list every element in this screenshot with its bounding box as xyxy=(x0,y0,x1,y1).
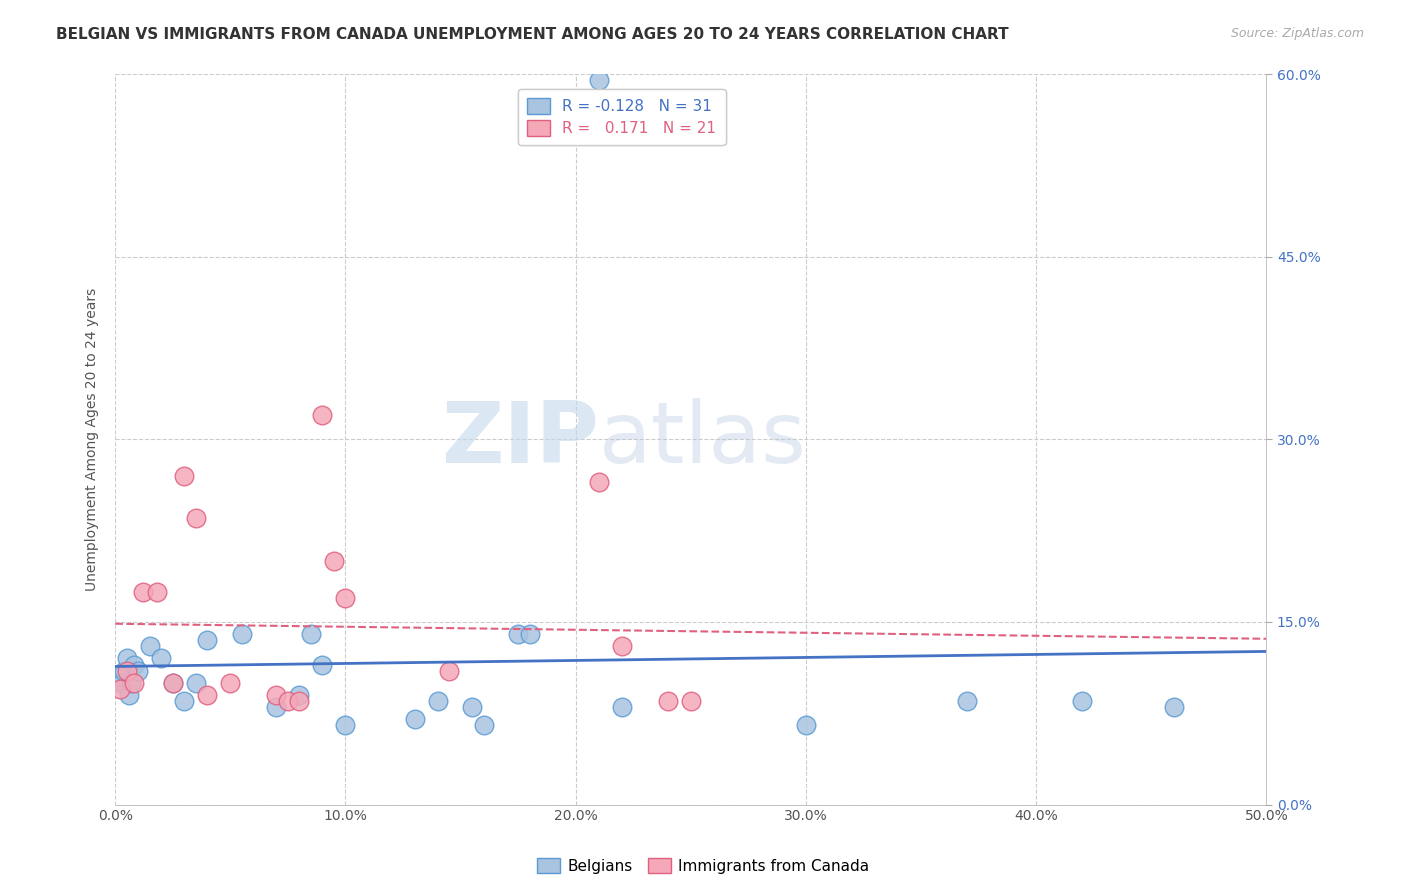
Point xyxy=(956,694,979,708)
Point xyxy=(266,700,288,714)
Point xyxy=(115,664,138,678)
Point xyxy=(231,627,253,641)
Point xyxy=(323,554,346,568)
Point xyxy=(1163,700,1185,714)
Point xyxy=(219,676,242,690)
Text: ZIP: ZIP xyxy=(441,398,599,481)
Point xyxy=(461,700,484,714)
Point xyxy=(111,676,134,690)
Point xyxy=(794,718,817,732)
Point xyxy=(588,73,610,87)
Point xyxy=(115,651,138,665)
Point xyxy=(195,633,218,648)
Point xyxy=(120,676,142,690)
Point xyxy=(118,688,141,702)
Point xyxy=(311,657,333,672)
Point xyxy=(519,627,541,641)
Point xyxy=(114,664,136,678)
Point xyxy=(266,688,288,702)
Point xyxy=(108,670,131,684)
Point xyxy=(335,591,357,605)
Point xyxy=(173,694,195,708)
Legend: R = -0.128   N = 31, R =   0.171   N = 21: R = -0.128 N = 31, R = 0.171 N = 21 xyxy=(517,89,725,145)
Text: BELGIAN VS IMMIGRANTS FROM CANADA UNEMPLOYMENT AMONG AGES 20 TO 24 YEARS CORRELA: BELGIAN VS IMMIGRANTS FROM CANADA UNEMPL… xyxy=(56,27,1010,42)
Point xyxy=(108,681,131,696)
Point xyxy=(288,688,311,702)
Point xyxy=(150,651,173,665)
Point xyxy=(288,694,311,708)
Point xyxy=(277,694,299,708)
Point xyxy=(173,468,195,483)
Point xyxy=(139,640,162,654)
Point xyxy=(508,627,530,641)
Point xyxy=(122,657,145,672)
Point xyxy=(335,718,357,732)
Point xyxy=(311,408,333,422)
Point xyxy=(122,676,145,690)
Point xyxy=(1071,694,1094,708)
Point xyxy=(588,475,610,489)
Point xyxy=(610,640,633,654)
Point xyxy=(184,511,207,525)
Legend: Belgians, Immigrants from Canada: Belgians, Immigrants from Canada xyxy=(530,852,876,880)
Point xyxy=(679,694,702,708)
Point xyxy=(162,676,184,690)
Point xyxy=(132,584,155,599)
Point xyxy=(145,584,167,599)
Point xyxy=(127,664,149,678)
Point xyxy=(184,676,207,690)
Point xyxy=(657,694,679,708)
Point xyxy=(472,718,495,732)
Point xyxy=(299,627,322,641)
Text: Source: ZipAtlas.com: Source: ZipAtlas.com xyxy=(1230,27,1364,40)
Point xyxy=(162,676,184,690)
Point xyxy=(195,688,218,702)
Point xyxy=(426,694,449,708)
Point xyxy=(437,664,460,678)
Y-axis label: Unemployment Among Ages 20 to 24 years: Unemployment Among Ages 20 to 24 years xyxy=(86,288,100,591)
Text: atlas: atlas xyxy=(599,398,807,481)
Point xyxy=(610,700,633,714)
Point xyxy=(404,712,426,726)
